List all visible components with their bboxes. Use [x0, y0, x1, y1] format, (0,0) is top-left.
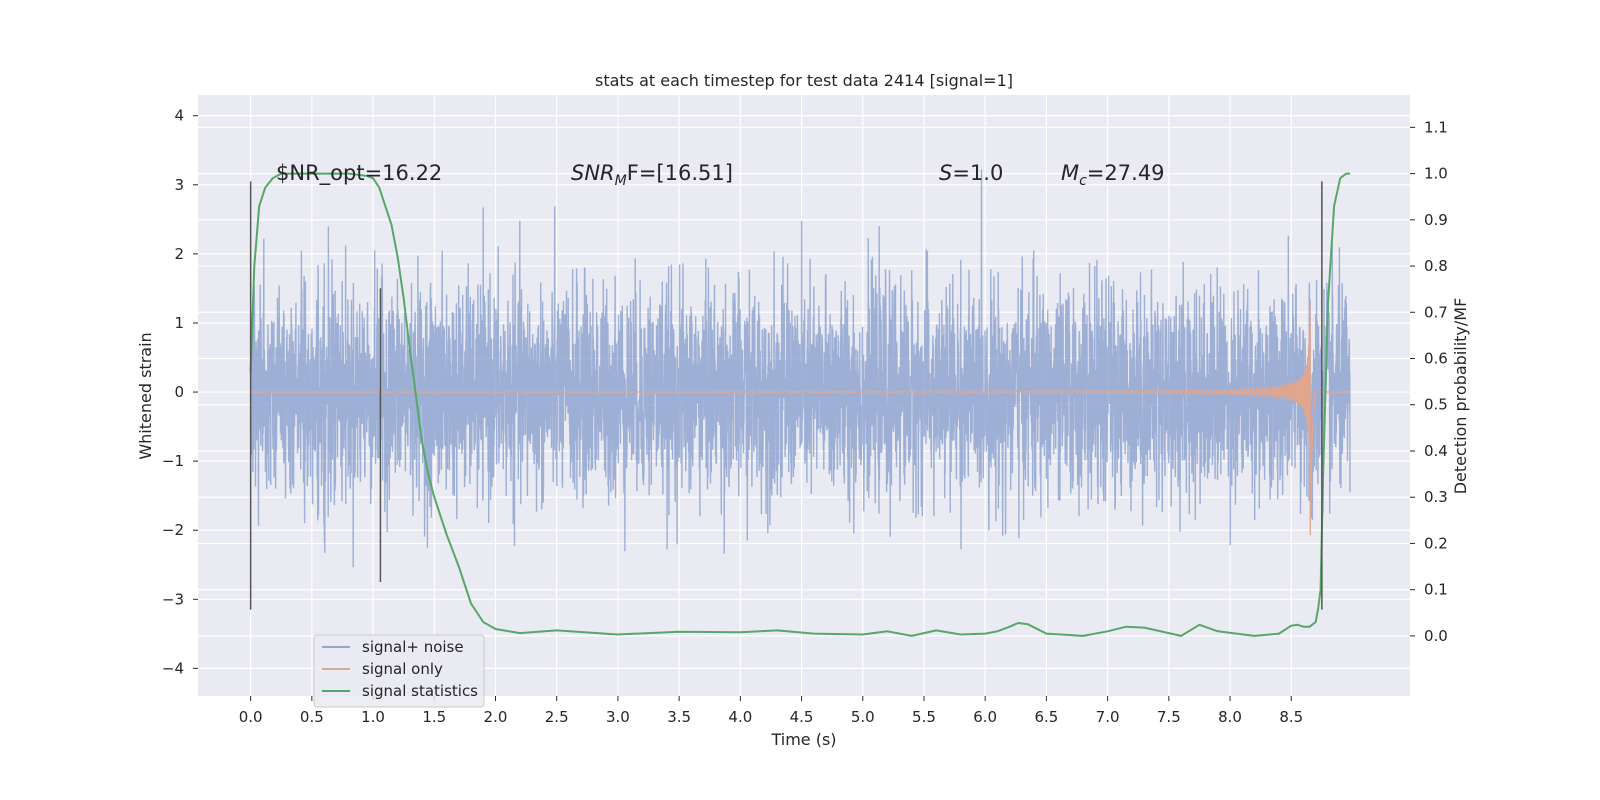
- x-tick-label: 0.0: [239, 708, 263, 726]
- snr-mf-sub: M: [615, 173, 627, 189]
- left-y-axis-label: Whitened strain: [136, 332, 155, 459]
- x-tick-label: 4.0: [728, 708, 752, 726]
- x-tick-label: 7.5: [1157, 708, 1181, 726]
- x-tick-label: 6.0: [973, 708, 997, 726]
- right-y-axis-label: Detection probability/MF: [1451, 298, 1470, 495]
- legend-label-noise: signal+ noise: [362, 638, 464, 656]
- y-tick-label-left: −2: [162, 521, 184, 539]
- y-tick-label-right: 0.4: [1424, 442, 1448, 460]
- vertical-markers: [249, 181, 1323, 610]
- y-tick-label-right: 1.1: [1424, 118, 1448, 136]
- y-tick-label-left: −3: [162, 590, 184, 608]
- x-tick-label: 1.0: [361, 708, 385, 726]
- annotation-s: S=1.0: [939, 161, 1003, 185]
- x-tick-label: 5.5: [912, 708, 936, 726]
- legend-box: [313, 634, 485, 708]
- x-tick-label: 5.0: [851, 708, 875, 726]
- x-tick-label: 3.5: [667, 708, 691, 726]
- y-tick-label-left: 3: [174, 176, 184, 194]
- snr-mf-rest: F=[16.51]: [627, 161, 733, 185]
- left-y-axis-ticks: −4 −3 −2 −1 0 1 2 3 4: [162, 107, 198, 677]
- y-tick-label-right: 0.9: [1424, 211, 1448, 229]
- mc-rest: =27.49: [1087, 161, 1165, 185]
- x-tick-label: 1.5: [422, 708, 446, 726]
- annotation-snr-mf: SNRMF=[16.51]: [571, 161, 733, 189]
- x-axis-label: Time (s): [770, 730, 836, 749]
- y-tick-label-left: −4: [162, 659, 184, 677]
- y-tick-label-left: 0: [174, 383, 184, 401]
- s-rest: =1.0: [952, 161, 1003, 185]
- mc-sub: c: [1079, 173, 1087, 189]
- legend-label-statistics: signal statistics: [362, 682, 478, 700]
- y-tick-label-right: 0.0: [1424, 627, 1448, 645]
- y-tick-label-left: −1: [162, 452, 184, 470]
- snr-mf-base: SNR: [571, 161, 615, 185]
- x-tick-label: 6.5: [1034, 708, 1058, 726]
- series-layer: [249, 169, 1351, 637]
- y-tick-label-right: 0.6: [1424, 350, 1448, 368]
- annotation-snr-opt: $NR_opt=16.22: [276, 161, 442, 186]
- y-tick-label-right: 0.1: [1424, 581, 1448, 599]
- right-y-axis-ticks: 0.0 0.1 0.2 0.3 0.4 0.5 0.6 0.7 0.8 0.9 1.0 1.1: [1410, 118, 1448, 645]
- x-tick-label: 8.0: [1218, 708, 1242, 726]
- y-tick-label-left: 1: [174, 314, 184, 332]
- y-tick-label-right: 0.5: [1424, 396, 1448, 414]
- y-tick-label-right: 1.0: [1424, 165, 1448, 183]
- series-signal-plus-noise: [249, 169, 1351, 568]
- chart-title: stats at each timestep for test data 241…: [595, 71, 1013, 90]
- x-tick-label: 7.0: [1096, 708, 1120, 726]
- x-tick-label: 0.5: [300, 708, 324, 726]
- x-tick-label: 3.0: [606, 708, 630, 726]
- y-tick-label-right: 0.3: [1424, 488, 1448, 506]
- y-tick-label-right: 0.7: [1424, 303, 1448, 321]
- x-tick-label: 8.5: [1279, 708, 1303, 726]
- x-tick-label: 4.5: [790, 708, 814, 726]
- series-signal-statistics: [249, 172, 1350, 637]
- x-tick-label: 2.0: [484, 708, 508, 726]
- y-tick-label-left: 2: [174, 245, 184, 263]
- x-tick-label: 2.5: [545, 708, 569, 726]
- y-tick-label-left: 4: [174, 107, 184, 125]
- y-tick-label-right: 0.2: [1424, 534, 1448, 552]
- series-signal-only: [250, 304, 1350, 536]
- mc-base: M: [1061, 161, 1079, 185]
- x-axis-ticks: 0.0 0.5 1.0 1.5 2.0 2.5 3.0 3.5 4.0 4.5 5.0 5.5 6.0 6…: [239, 696, 1303, 726]
- legend-label-signal: signal only: [362, 660, 443, 678]
- legend: signal+ noise signal only signal statist…: [313, 634, 485, 708]
- s-base: S: [939, 161, 952, 185]
- annotation-mc: Mc=27.49: [1061, 161, 1165, 189]
- y-tick-label-right: 0.8: [1424, 257, 1448, 275]
